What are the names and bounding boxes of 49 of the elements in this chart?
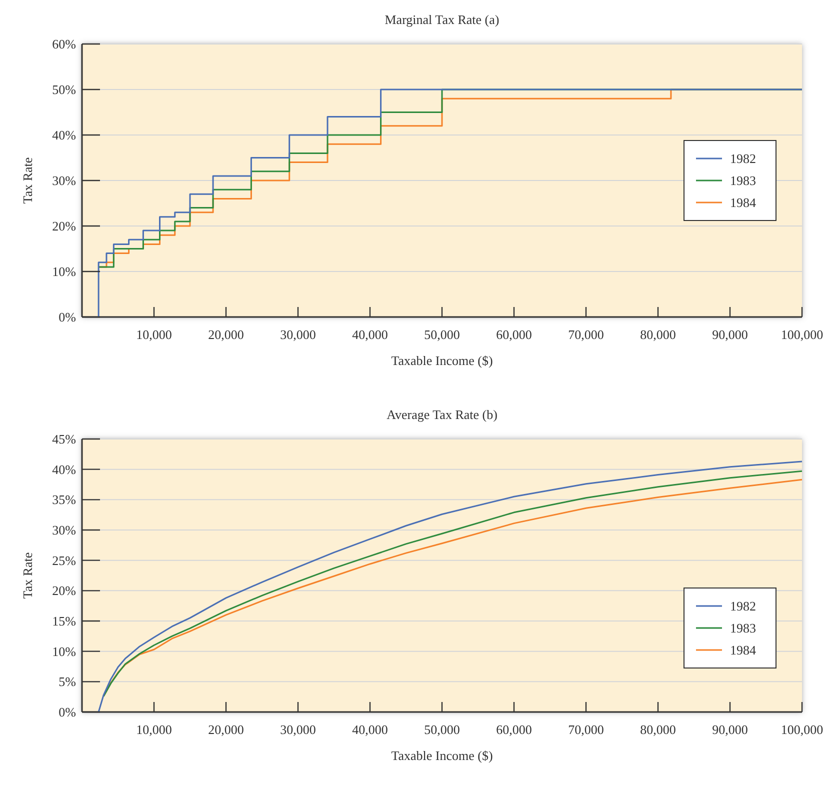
x-tick-label: 20,000 (208, 722, 244, 737)
legend-label: 1984 (730, 195, 756, 210)
chart-title: Average Tax Rate (b) (386, 407, 498, 422)
y-axis-title: Tax Rate (20, 552, 35, 599)
x-axis-title: Taxable Income ($) (391, 748, 493, 763)
y-tick-label: 5% (58, 674, 76, 690)
x-tick-label: 100,000 (780, 327, 824, 342)
x-tick-label: 80,000 (640, 722, 676, 737)
legend-label: 1983 (730, 620, 756, 636)
legend-label: 1983 (730, 173, 756, 188)
x-tick-label: 50,000 (424, 722, 460, 737)
x-tick-label: 10,000 (136, 327, 172, 342)
y-tick-label: 30% (52, 522, 76, 538)
y-tick-label: 0% (58, 704, 76, 720)
x-tick-label: 50,000 (424, 327, 460, 342)
y-tick-label: 20% (52, 583, 76, 598)
y-tick-label: 30% (52, 173, 76, 188)
y-tick-label: 50% (52, 82, 76, 98)
x-tick-label: 90,000 (712, 722, 748, 737)
y-tick-label: 60% (52, 36, 76, 52)
y-tick-label: 40% (52, 128, 76, 143)
x-tick-label: 30,000 (280, 722, 316, 737)
x-tick-label: 100,000 (780, 722, 824, 737)
legend-label: 1982 (730, 151, 756, 166)
x-tick-label: 30,000 (280, 327, 316, 342)
x-axis-title: Taxable Income ($) (391, 353, 493, 368)
y-tick-label: 25% (52, 552, 76, 568)
x-tick-label: 70,000 (568, 327, 604, 342)
y-tick-label: 20% (52, 218, 76, 234)
y-tick-label: 10% (52, 264, 76, 280)
legend-label: 1984 (730, 642, 756, 658)
y-tick-label: 45% (52, 432, 76, 447)
x-tick-label: 10,000 (136, 722, 172, 737)
x-tick-label: 20,000 (208, 327, 244, 342)
y-tick-label: 10% (52, 644, 76, 659)
y-tick-label: 40% (52, 462, 76, 477)
x-tick-label: 40,000 (352, 722, 388, 737)
y-axis-title: Tax Rate (20, 157, 35, 204)
x-tick-label: 80,000 (640, 327, 676, 342)
y-tick-label: 0% (58, 310, 76, 325)
x-tick-label: 70,000 (568, 722, 604, 737)
x-tick-label: 60,000 (496, 327, 532, 342)
y-tick-label: 15% (52, 614, 76, 629)
y-tick-label: 35% (52, 492, 76, 508)
legend-label: 1982 (730, 598, 756, 614)
chart-title: Marginal Tax Rate (a) (384, 12, 500, 27)
x-tick-label: 90,000 (712, 327, 748, 342)
x-tick-label: 60,000 (496, 722, 532, 737)
x-tick-label: 40,000 (352, 327, 388, 342)
